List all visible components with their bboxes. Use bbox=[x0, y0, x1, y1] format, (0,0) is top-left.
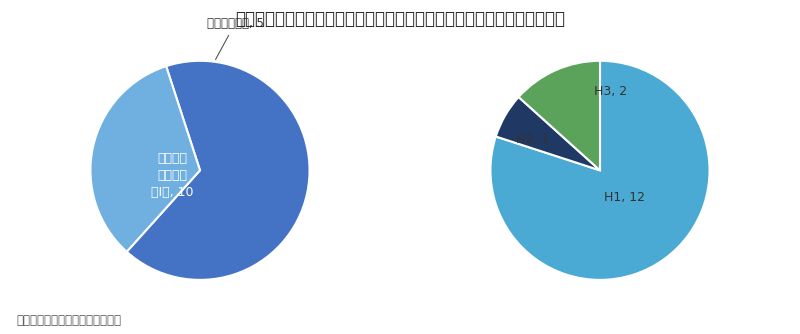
Text: 類似薬効
比較方式
（I）, 10: 類似薬効 比較方式 （I）, 10 bbox=[151, 152, 194, 199]
Text: 原価計算方式, 5: 原価計算方式, 5 bbox=[206, 17, 263, 59]
Wedge shape bbox=[90, 66, 200, 252]
Wedge shape bbox=[496, 97, 600, 170]
Wedge shape bbox=[518, 61, 600, 170]
Wedge shape bbox=[490, 61, 710, 280]
Text: 図３　対象品目の薬価算定方式と費用対効果評価のカテゴリーの集計結果: 図３ 対象品目の薬価算定方式と費用対効果評価のカテゴリーの集計結果 bbox=[235, 10, 565, 28]
Text: 出所：医薬産業政策研究所が作成: 出所：医薬産業政策研究所が作成 bbox=[16, 314, 121, 327]
Wedge shape bbox=[126, 61, 310, 280]
Text: H3, 2: H3, 2 bbox=[594, 85, 627, 98]
Text: H2, 1: H2, 1 bbox=[515, 133, 549, 146]
Text: H1, 12: H1, 12 bbox=[604, 191, 645, 204]
